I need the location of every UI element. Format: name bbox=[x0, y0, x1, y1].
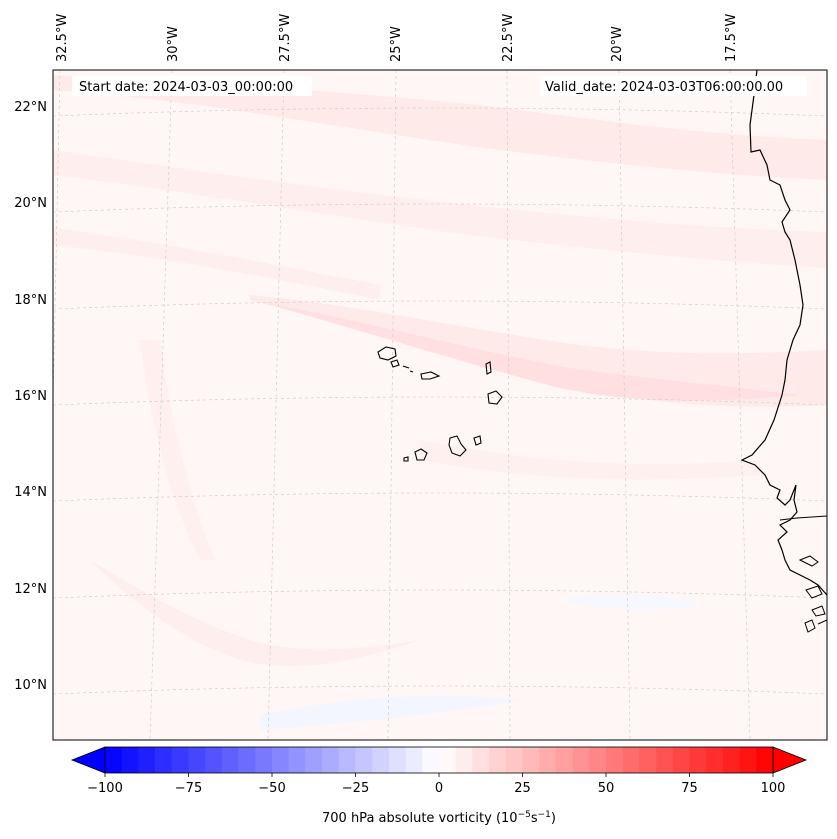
colorbar-cell bbox=[672, 747, 690, 773]
latitude-labels: 22°N 20°N 18°N 16°N 14°N 12°N 10°N bbox=[14, 100, 47, 693]
colorbar-cell bbox=[305, 747, 323, 773]
colorbar-tick-label: 100 bbox=[761, 781, 786, 796]
colorbar-cell bbox=[622, 747, 640, 773]
lon-label-22-5w: 22.5°W bbox=[501, 14, 516, 62]
colorbar-cell bbox=[238, 747, 256, 773]
colorbar-tick-label: 0 bbox=[435, 781, 443, 796]
lat-label-10n: 10°N bbox=[14, 678, 47, 693]
start-date-label: Start date: 2024-03-03_00:00:00 bbox=[79, 80, 293, 95]
vorticity-band-south bbox=[420, 440, 760, 480]
colorbar-cell bbox=[221, 747, 239, 773]
colorbar-cell bbox=[288, 747, 306, 773]
cape-verde-islands bbox=[377, 346, 503, 462]
lon-label-20w: 20°W bbox=[610, 26, 625, 62]
colorbar-label: 700 hPa absolute vorticity (10−5s−1) bbox=[322, 810, 556, 826]
colorbar-cell bbox=[322, 747, 340, 773]
vorticity-band-mid bbox=[53, 228, 380, 300]
colorbar-cell bbox=[255, 747, 273, 773]
colorbar-cell bbox=[272, 747, 289, 773]
colorbar-tick-label: −50 bbox=[258, 781, 285, 796]
lon-label-30w: 30°W bbox=[166, 26, 181, 62]
vorticity-band-west bbox=[140, 340, 215, 560]
colorbar-cell bbox=[205, 747, 223, 773]
colorbar-tick-label: 50 bbox=[598, 781, 615, 796]
colorbar-ticks: −100 −75 −50 −25 0 25 50 75 100 bbox=[87, 773, 785, 796]
colorbar-cell bbox=[522, 747, 540, 773]
map-panel bbox=[53, 70, 827, 740]
colorbar-extend-min bbox=[70, 746, 106, 774]
colorbar-cell bbox=[121, 747, 139, 773]
lon-label-25w: 25°W bbox=[389, 26, 404, 62]
vorticity-band-north bbox=[53, 75, 827, 180]
colorbar-cell bbox=[405, 747, 423, 773]
colorbar-cell bbox=[372, 747, 390, 773]
vorticity-band-upper bbox=[53, 150, 827, 268]
colorbar-cell bbox=[572, 747, 590, 773]
lat-label-14n: 14°N bbox=[14, 485, 47, 500]
colorbar-cell bbox=[439, 747, 456, 773]
colorbar-cell bbox=[171, 747, 189, 773]
colorbar-cell bbox=[472, 747, 490, 773]
coastline-inlet bbox=[779, 515, 827, 521]
lat-label-22n: 22°N bbox=[14, 100, 47, 115]
bijagos-islands bbox=[798, 555, 827, 633]
colorbar-cell bbox=[138, 747, 156, 773]
colorbar-cell bbox=[656, 747, 674, 773]
valid-date-label: Valid_date: 2024-03-03T06:00:00.00 bbox=[545, 80, 783, 95]
vorticity-band-southwest bbox=[90, 560, 420, 667]
vorticity-band-main bbox=[250, 295, 827, 407]
colorbar-cell bbox=[338, 747, 356, 773]
african-coastline bbox=[740, 70, 827, 596]
colorbar-cell bbox=[589, 747, 607, 773]
lat-label-16n: 16°N bbox=[14, 389, 47, 404]
longitude-labels: 32.5°W 30°W 27.5°W 25°W 22.5°W 20°W 17.5… bbox=[55, 14, 739, 62]
colorbar-tick-label: −25 bbox=[342, 781, 369, 796]
colorbar-cell bbox=[539, 747, 557, 773]
colorbar-cells bbox=[105, 747, 774, 773]
valid-date-box bbox=[540, 76, 807, 96]
vorticity-negative-patch-2 bbox=[560, 593, 700, 610]
colorbar-cell bbox=[422, 747, 440, 773]
colorbar-cell bbox=[505, 747, 523, 773]
colorbar-cell bbox=[706, 747, 724, 773]
colorbar-cell bbox=[555, 747, 573, 773]
colorbar: −100 −75 −50 −25 0 25 50 75 100 700 hPa absolute… bbox=[70, 746, 808, 826]
colorbar-cell bbox=[155, 747, 173, 773]
lat-label-12n: 12°N bbox=[14, 582, 47, 597]
colorbar-tick-label: −100 bbox=[87, 781, 123, 796]
colorbar-cell bbox=[639, 747, 657, 773]
graticule bbox=[53, 70, 827, 740]
colorbar-cell bbox=[606, 747, 623, 773]
colorbar-cell bbox=[756, 747, 774, 773]
lon-label-27-5w: 27.5°W bbox=[278, 14, 293, 62]
colorbar-cell bbox=[489, 747, 507, 773]
colorbar-cell bbox=[455, 747, 473, 773]
colorbar-tick-label: −75 bbox=[175, 781, 202, 796]
lon-label-17-5w: 17.5°W bbox=[724, 14, 739, 62]
colorbar-cell bbox=[689, 747, 707, 773]
vorticity-band-main-core bbox=[260, 302, 800, 401]
lat-label-18n: 18°N bbox=[14, 293, 47, 308]
colorbar-tick-label: 25 bbox=[514, 781, 531, 796]
map-frame bbox=[52, 69, 828, 741]
colorbar-cell bbox=[188, 747, 206, 773]
colorbar-cell bbox=[739, 747, 757, 773]
lon-label-32-5w: 32.5°W bbox=[55, 14, 70, 62]
colorbar-tick-label: 75 bbox=[681, 781, 698, 796]
colorbar-extend-max bbox=[772, 746, 808, 774]
colorbar-cell bbox=[105, 747, 122, 773]
colorbar-cell bbox=[722, 747, 740, 773]
start-date-box bbox=[72, 76, 312, 96]
colorbar-cell bbox=[355, 747, 373, 773]
lat-label-20n: 20°N bbox=[14, 196, 47, 211]
colorbar-cell bbox=[388, 747, 406, 773]
vorticity-negative-patch bbox=[260, 695, 520, 730]
